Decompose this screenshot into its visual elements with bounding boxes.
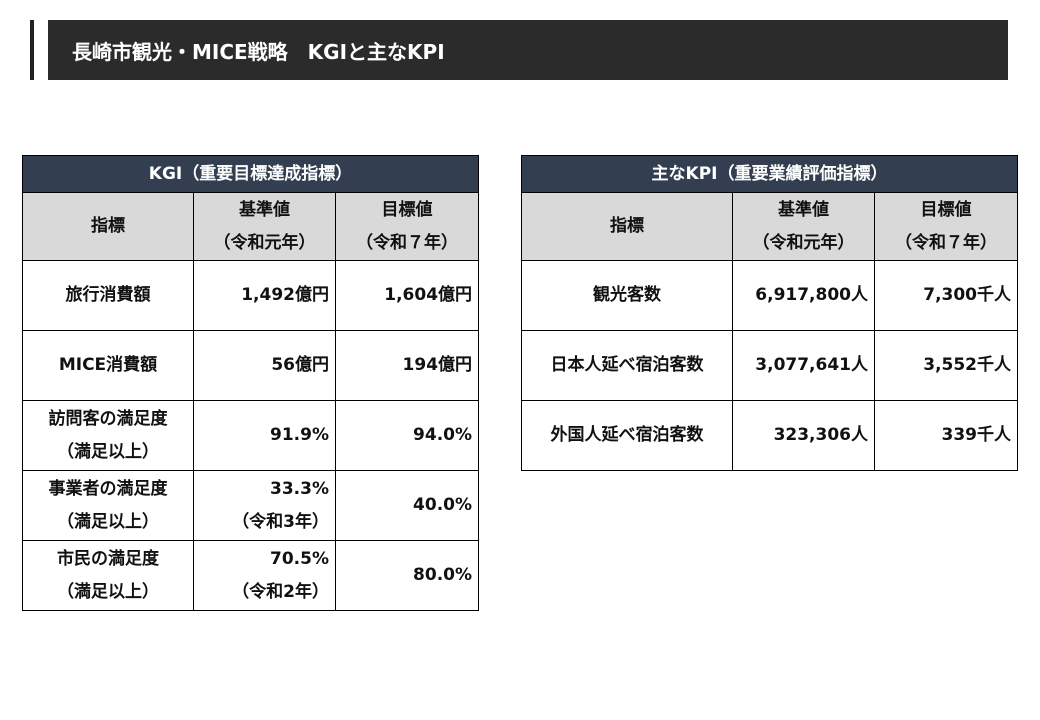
- kgi-target-value: 40.0%: [334, 470, 480, 541]
- kgi-table: KGI（重要目標達成指標） 指標 基準値 （令和元年） 目標値 （令和７年） 旅…: [21, 155, 480, 611]
- kgi-indicator: MICE消費額: [22, 330, 194, 401]
- kpi-col-base-sub: （令和元年）: [752, 232, 855, 253]
- kgi-indicator: 事業者の満足度: [48, 479, 168, 500]
- title-accent-bar: [30, 20, 34, 80]
- table-row: 事業者の満足度 （満足以上） 33.3% （令和3年） 40.0%: [22, 470, 480, 541]
- title-banner: 長崎市観光・MICE戦略 KGIと主なKPI: [48, 20, 1008, 80]
- kpi-caption: 主なKPI（重要業績評価指標）: [520, 155, 1019, 193]
- kgi-target-value: 80.0%: [334, 540, 480, 611]
- kgi-col-indicator: 指標: [22, 192, 194, 261]
- kgi-indicator-cell: 訪問客の満足度 （満足以上）: [22, 400, 194, 471]
- kgi-base-value: 91.9%: [193, 400, 336, 471]
- kgi-col-base-sub: （令和元年）: [213, 232, 316, 253]
- kgi-col-target-sub: （令和７年）: [356, 232, 459, 253]
- kpi-target-value: 7,300千人: [873, 260, 1019, 331]
- kgi-col-target: 目標値 （令和７年）: [334, 192, 480, 261]
- kgi-column-header-row: 指標 基準値 （令和元年） 目標値 （令和７年）: [22, 192, 480, 261]
- table-row: MICE消費額 56億円 194億円: [22, 330, 480, 401]
- kgi-base-cell: 33.3% （令和3年）: [193, 470, 336, 541]
- kgi-indicator: 旅行消費額: [22, 260, 194, 331]
- kpi-caption-row: 主なKPI（重要業績評価指標）: [520, 155, 1019, 193]
- table-row: 旅行消費額 1,492億円 1,604億円: [22, 260, 480, 331]
- kpi-col-target-sub: （令和７年）: [895, 232, 997, 253]
- table-row: 観光客数 6,917,800人 7,300千人: [521, 260, 1019, 331]
- table-row: 訪問客の満足度 （満足以上） 91.9% 94.0%: [22, 400, 480, 471]
- kgi-target-value: 1,604億円: [334, 260, 480, 331]
- kpi-indicator: 日本人延べ宿泊客数: [521, 330, 733, 401]
- table-row: 日本人延べ宿泊客数 3,077,641人 3,552千人: [521, 330, 1019, 401]
- kgi-indicator: 訪問客の満足度: [48, 409, 168, 430]
- table-row: 外国人延べ宿泊客数 323,306人 339千人: [521, 400, 1019, 471]
- kgi-caption-row: KGI（重要目標達成指標）: [21, 155, 480, 193]
- kgi-indicator: 市民の満足度: [57, 549, 159, 570]
- kpi-base-value: 3,077,641人: [732, 330, 875, 401]
- kpi-col-target-label: 目標値: [920, 200, 972, 221]
- kpi-indicator: 外国人延べ宿泊客数: [521, 400, 733, 471]
- kgi-caption: KGI（重要目標達成指標）: [21, 155, 480, 193]
- kgi-target-value: 194億円: [334, 330, 480, 401]
- kgi-indicator-sub: （満足以上）: [57, 511, 159, 532]
- kgi-col-base-label: 基準値: [239, 200, 290, 221]
- kgi-col-target-label: 目標値: [381, 200, 433, 221]
- kgi-indicator-cell: 事業者の満足度 （満足以上）: [22, 470, 194, 541]
- kgi-base-cell: 70.5% （令和2年）: [193, 540, 336, 611]
- table-row: 市民の満足度 （満足以上） 70.5% （令和2年） 80.0%: [22, 540, 480, 611]
- kpi-base-value: 6,917,800人: [732, 260, 875, 331]
- kpi-col-base-label: 基準値: [778, 200, 829, 221]
- kgi-indicator-sub: （満足以上）: [57, 441, 159, 462]
- kpi-col-target: 目標値 （令和７年）: [873, 192, 1019, 261]
- kpi-col-base: 基準値 （令和元年）: [732, 192, 875, 261]
- kgi-base-value: 56億円: [193, 330, 336, 401]
- kgi-target-value: 94.0%: [334, 400, 480, 471]
- kpi-target-value: 3,552千人: [873, 330, 1019, 401]
- kgi-col-base: 基準値 （令和元年）: [193, 192, 336, 261]
- kgi-base-value: 1,492億円: [193, 260, 336, 331]
- kpi-column-header-row: 指標 基準値 （令和元年） 目標値 （令和７年）: [521, 192, 1019, 261]
- kgi-base-sub: （令和2年）: [232, 581, 329, 602]
- kpi-table: 主なKPI（重要業績評価指標） 指標 基準値 （令和元年） 目標値 （令和７年）…: [520, 155, 1019, 471]
- kgi-base-value: 33.3%: [270, 479, 329, 500]
- page-title: 長崎市観光・MICE戦略 KGIと主なKPI: [72, 39, 445, 64]
- kgi-base-sub: （令和3年）: [232, 511, 329, 532]
- kpi-indicator: 観光客数: [521, 260, 733, 331]
- kpi-target-value: 339千人: [873, 400, 1019, 471]
- kgi-indicator-cell: 市民の満足度 （満足以上）: [22, 540, 194, 611]
- kpi-col-indicator: 指標: [521, 192, 733, 261]
- kpi-base-value: 323,306人: [732, 400, 875, 471]
- kgi-base-value: 70.5%: [270, 549, 329, 570]
- kgi-indicator-sub: （満足以上）: [57, 581, 159, 602]
